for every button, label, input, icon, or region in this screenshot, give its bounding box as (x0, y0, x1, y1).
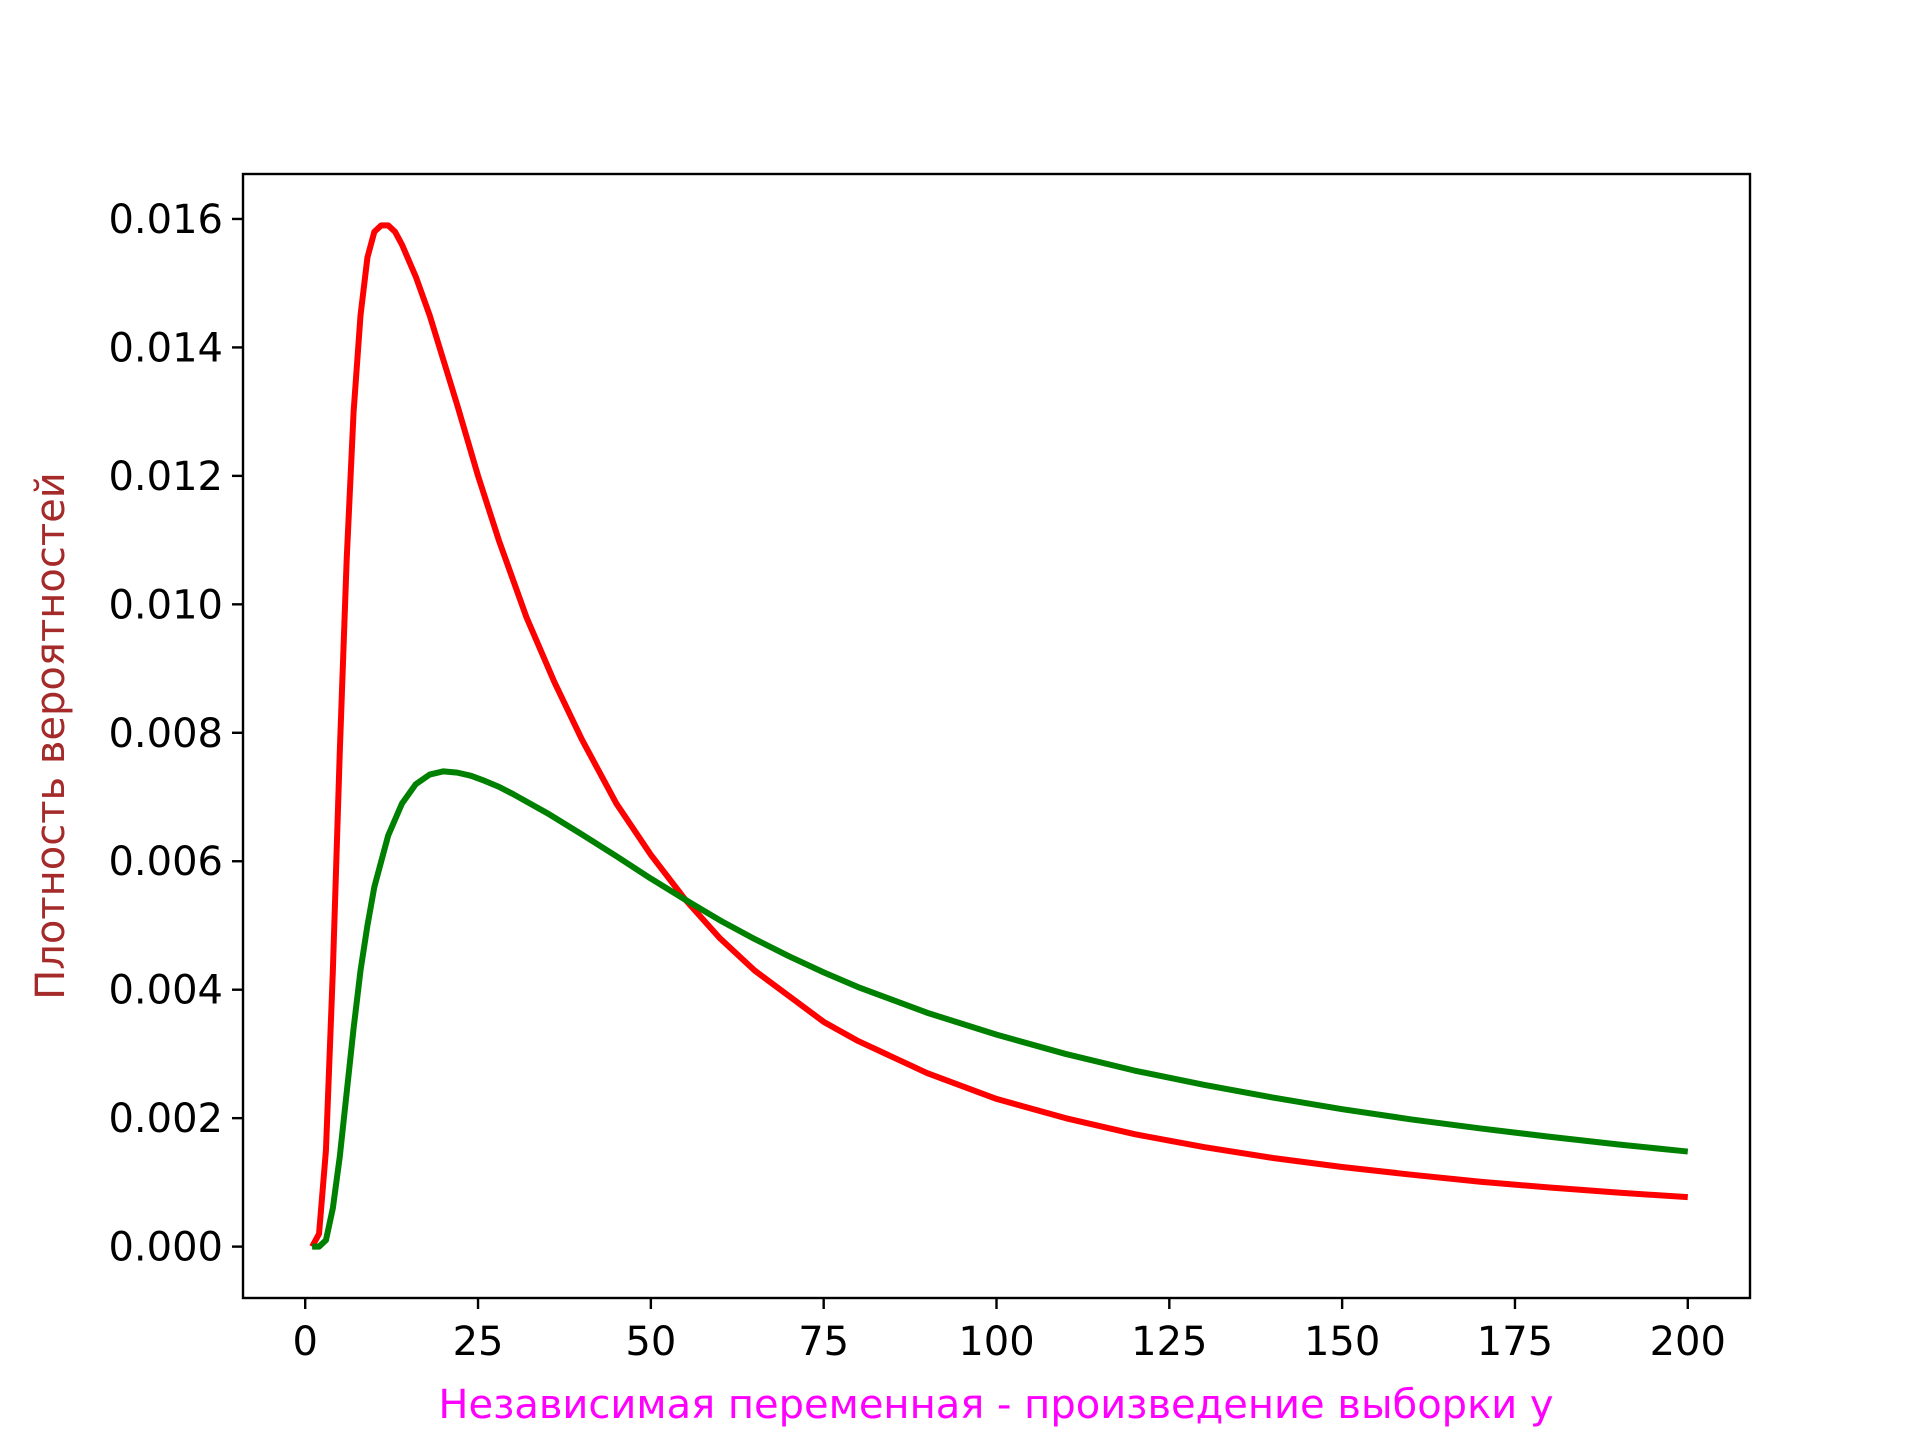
y-axis-label: Плотность вероятностей (28, 472, 74, 1000)
x-axis-label: Независимая переменная - произведение вы… (438, 1382, 1553, 1428)
x-tick-label: 125 (1131, 1319, 1207, 1365)
x-tick-label: 75 (798, 1319, 849, 1365)
x-tick-label: 175 (1477, 1319, 1553, 1365)
x-axis: 0 25 50 75 100 125 150 175 200 (292, 1298, 1726, 1365)
y-tick-label: 0.000 (108, 1225, 223, 1271)
y-tick-label: 0.010 (108, 582, 223, 628)
x-tick-label: 100 (958, 1319, 1034, 1365)
x-tick-label: 150 (1304, 1319, 1380, 1365)
series-line-1 (309, 222, 1688, 1249)
y-tick-label: 0.006 (108, 839, 223, 885)
y-tick-label: 0.016 (108, 197, 223, 243)
y-tick-label: 0.002 (108, 1096, 223, 1142)
y-tick-label: 0.012 (108, 454, 223, 500)
y-tick-label: 0.008 (108, 711, 223, 757)
y-tick-label: 0.004 (108, 968, 223, 1014)
plot-frame (241, 172, 1752, 1300)
y-axis: 0.000 0.002 0.004 0.006 0.008 0.010 0.012 0.014… (108, 197, 243, 1271)
x-tick-label: 25 (453, 1319, 504, 1365)
series-lines (309, 222, 1689, 1250)
x-tick-label: 50 (625, 1319, 676, 1365)
y-tick-label: 0.014 (108, 325, 223, 371)
series-line-2 (312, 768, 1689, 1250)
x-tick-label: 200 (1650, 1319, 1726, 1365)
x-tick-label: 0 (292, 1319, 317, 1365)
